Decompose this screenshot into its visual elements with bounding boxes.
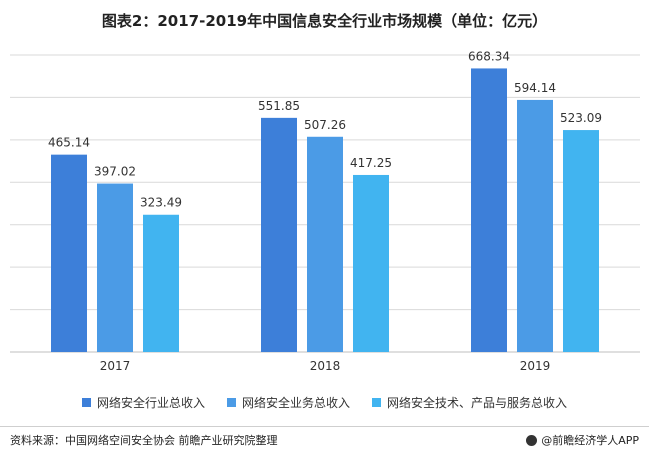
bar-2017-series-3 — [143, 214, 179, 352]
legend-label: 网络安全技术、产品与服务总收入 — [387, 396, 568, 410]
data-label: 668.34 — [468, 49, 510, 63]
bar-2017-series-2 — [97, 183, 133, 352]
x-tick-labels: 2017 2018 2019 — [100, 359, 551, 373]
data-label: 594.14 — [514, 81, 556, 95]
data-label: 465.14 — [48, 136, 90, 150]
data-labels: 465.14 397.02 323.49 551.85 507.26 417.25 668.… — [48, 49, 602, 209]
brand-label: @前瞻经济学人APP — [541, 434, 639, 447]
bars — [51, 68, 599, 352]
legend-swatch — [372, 398, 381, 407]
legend-item: 网络安全技术、产品与服务总收入 — [372, 394, 567, 411]
legend: 网络安全行业总收入 网络安全业务总收入 网络安全技术、产品与服务总收入 — [0, 394, 649, 411]
legend-label: 网络安全行业总收入 — [96, 396, 205, 410]
legend-item: 网络安全业务总收入 — [226, 394, 350, 411]
data-label: 551.85 — [258, 99, 300, 113]
chart-title: 图表2：2017-2019年中国信息安全行业市场规模（单位：亿元） — [101, 12, 548, 30]
bar-2019-series-2 — [517, 99, 553, 352]
data-label: 323.49 — [140, 196, 182, 210]
brand-logo-icon — [526, 434, 538, 446]
data-label: 397.02 — [94, 165, 136, 179]
x-tick-label: 2019 — [520, 359, 551, 373]
bar-2018-series-3 — [353, 174, 389, 352]
data-label: 523.09 — [560, 111, 602, 125]
source-note: 资料来源：中国网络空间安全协会 前瞻产业研究院整理 — [10, 434, 278, 447]
bar-2017-series-1 — [51, 154, 87, 352]
x-tick-label: 2017 — [100, 359, 131, 373]
legend-swatch — [226, 398, 236, 407]
x-tick-label: 2018 — [310, 359, 341, 373]
bar-2018-series-1 — [261, 117, 297, 352]
bar-chart: 465.14 397.02 323.49 551.85 507.26 417.25 668.… — [10, 49, 640, 373]
bar-2019-series-1 — [471, 68, 507, 352]
data-label: 507.26 — [304, 118, 346, 132]
brand-credit: @前瞻经济学人APP — [526, 432, 639, 448]
data-label: 417.25 — [350, 156, 392, 170]
bar-2019-series-3 — [563, 130, 599, 352]
legend-label: 网络安全业务总收入 — [241, 396, 350, 410]
footer-divider — [0, 426, 649, 427]
legend-swatch — [81, 398, 91, 407]
legend-item: 网络安全行业总收入 — [81, 394, 205, 411]
bar-2018-series-2 — [307, 136, 343, 352]
